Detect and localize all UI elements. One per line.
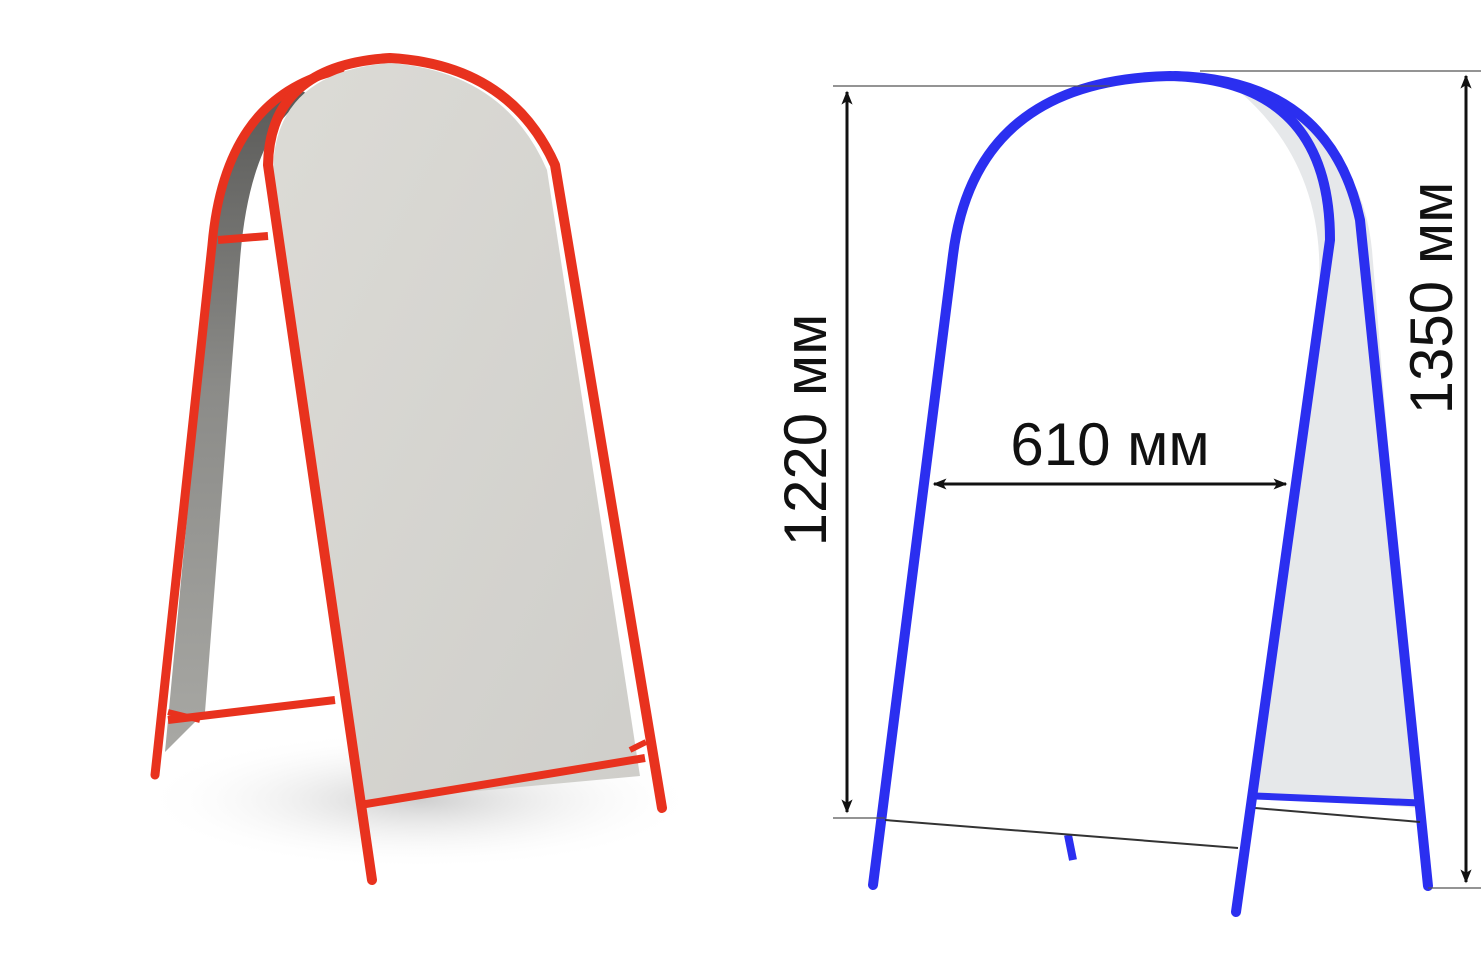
schematic-ground-line-right — [1254, 807, 1421, 823]
back-panel — [165, 90, 310, 752]
front-frame-crossbar — [359, 754, 646, 809]
product-render — [140, 53, 700, 885]
front-frame-brace — [628, 739, 648, 753]
dimension-label-width: 610 мм — [1010, 411, 1209, 478]
schematic: 1220 мм 610 мм 1350 мм — [772, 70, 1481, 917]
front-panel — [273, 63, 640, 802]
schematic-back-panel — [1240, 92, 1418, 808]
front-frame — [263, 53, 667, 885]
dimension-label-height-front: 1220 мм — [772, 314, 839, 547]
schematic-front-leg-stub — [1064, 834, 1077, 861]
back-frame-crossbar-top — [217, 232, 269, 244]
schematic-ground-line-front — [884, 819, 1239, 849]
back-frame-brace — [167, 709, 201, 723]
dimension-label-height-total: 1350 мм — [1398, 182, 1465, 415]
schematic-front-frame — [868, 71, 1335, 917]
schematic-back-crossbar — [1254, 792, 1421, 807]
